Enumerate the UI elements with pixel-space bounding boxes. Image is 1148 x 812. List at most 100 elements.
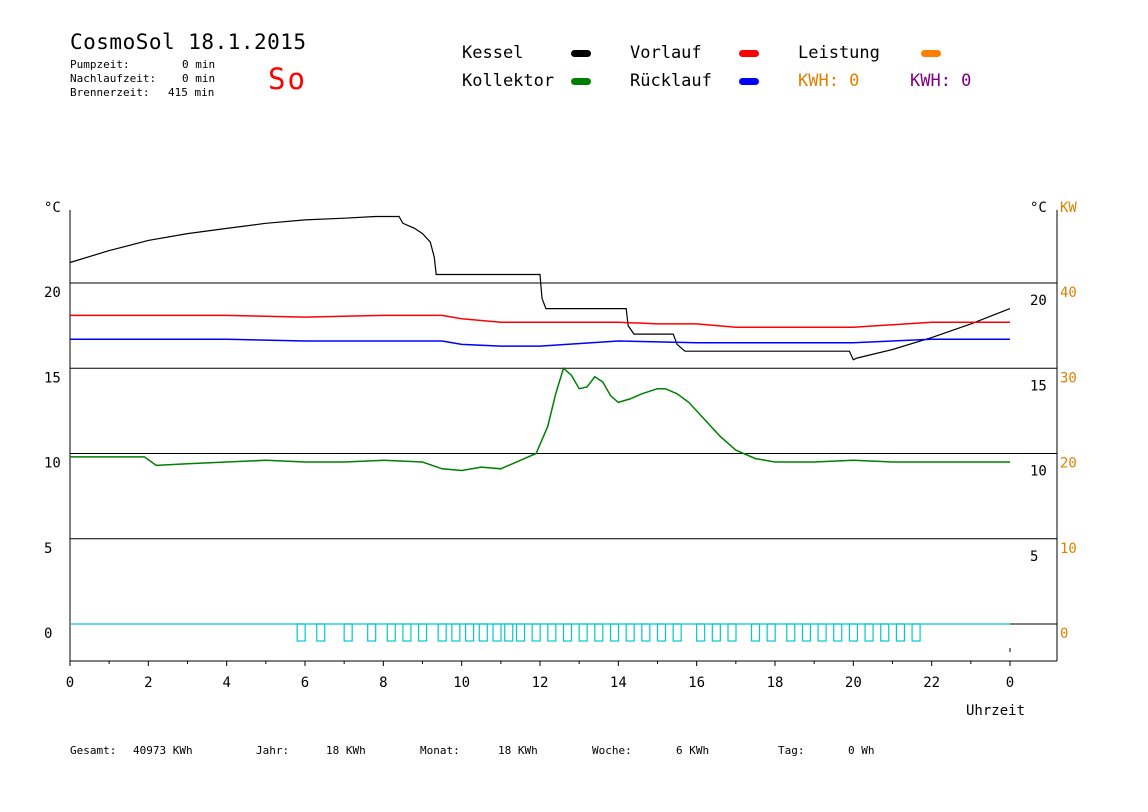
pump-pulse [801, 623, 812, 642]
x-axis-label: Uhrzeit [966, 703, 1025, 719]
pump-pulse [594, 623, 604, 642]
pump-pulse [895, 623, 906, 642]
pump-pulse [786, 623, 796, 642]
pump-pulse [727, 623, 737, 642]
x-tick-label: 20 [845, 675, 862, 691]
footer-monat-label: Monat: [420, 744, 460, 757]
pump-pulse [656, 623, 667, 642]
series-line-vorlauf [70, 314, 1010, 329]
pump-pulse [451, 623, 461, 642]
pump-pulse [492, 623, 502, 642]
kwh-total-value: KWH: 0 [910, 71, 972, 91]
pump-pulse [672, 623, 682, 642]
y-tick-label-left: 0 [44, 626, 52, 642]
pump-pulse [464, 623, 475, 642]
pump-pulse [316, 623, 326, 642]
stat-brennerzeit-value: 415 min [168, 86, 215, 99]
pump-pulse [367, 623, 377, 642]
y-tick-label-right: 10 [1030, 464, 1047, 480]
pump-pulse [848, 623, 859, 642]
series-line-kessel [69, 215, 1011, 361]
pump-pulse [504, 623, 514, 642]
stat-pumpzeit-value: 0 min [182, 58, 216, 71]
x-tick-label: 2 [144, 675, 152, 691]
footer-tag-label: Tag: [778, 744, 805, 757]
pump-pulse [911, 623, 921, 642]
y-tick-label-right: 15 [1030, 378, 1047, 394]
footer-gesamt-value: 40973 KWh [133, 744, 193, 757]
pump-pulse [766, 623, 776, 642]
footer-jahr-value: 18 KWh [326, 744, 366, 757]
x-tick-label: 4 [222, 675, 230, 691]
y-tick-label-kw: 10 [1060, 541, 1077, 557]
legend-label-leistung: Leistung [798, 43, 880, 63]
y-tick-label-left: 5 [44, 541, 52, 557]
x-tick-label: 0 [66, 675, 74, 691]
legend-swatch-vorlauf [739, 50, 759, 57]
pump-pulse [386, 623, 396, 642]
chart-ticks: 0 2 4 6 8 10 12 14 16 18 20 22 0 Uhrzeit 0 5 10 15 20 5 10 15… [44, 200, 1077, 719]
series-line-ruecklauf [70, 338, 1010, 347]
footer-gesamt-label: Gesamt: [70, 744, 117, 757]
pump-pulse [578, 623, 588, 642]
footer-tag-value: 0 Wh [848, 744, 875, 757]
legend-label-ruecklauf: Rücklauf [630, 71, 712, 91]
y-tick-label-kw: 0 [1060, 626, 1068, 642]
x-tick-label: 6 [301, 675, 309, 691]
pump-pulse [343, 623, 353, 642]
y-axis-label-left: °C [44, 200, 61, 216]
y-tick-label-left: 20 [44, 285, 61, 301]
x-tick-label: 0 [1006, 675, 1014, 691]
pump-pulse [402, 623, 412, 642]
y-tick-label-kw: 40 [1060, 285, 1077, 301]
y-tick-label-right: 20 [1030, 293, 1047, 309]
x-tick-label: 22 [923, 675, 940, 691]
x-tick-label: 12 [532, 675, 549, 691]
y-axis-label-kw: KW [1060, 200, 1077, 216]
y-tick-label-kw: 20 [1060, 456, 1077, 472]
y-tick-label-left: 10 [44, 456, 61, 472]
pump-pulse [641, 623, 651, 642]
pump-pulse [833, 623, 843, 642]
y-tick-label-kw: 30 [1060, 370, 1077, 386]
stat-nachlaufzeit-label: Nachlaufzeit: [70, 72, 157, 85]
pump-pulse [531, 623, 541, 642]
y-axis-label-right: °C [1030, 200, 1047, 216]
footer-jahr-label: Jahr: [256, 744, 290, 757]
x-tick-label: 16 [688, 675, 705, 691]
chart-grid [69, 210, 1058, 662]
pump-pulse [547, 623, 557, 642]
pump-pulse [417, 623, 428, 642]
weekday-label: So [268, 62, 307, 96]
pump-pulse [711, 623, 721, 642]
footer-woche-label: Woche: [592, 744, 632, 757]
pump-pulse [880, 623, 890, 642]
x-tick-label: 8 [379, 675, 387, 691]
pump-pulse [696, 623, 706, 642]
chart-marks [69, 215, 1011, 652]
pump-pulse [562, 623, 573, 642]
legend-swatch-kessel [571, 50, 591, 57]
pump-pulse [296, 623, 306, 642]
pump-pulse [478, 623, 488, 642]
y-tick-label-right: 5 [1030, 549, 1038, 565]
pump-pulse [750, 623, 761, 642]
kwh-leistung-value: KWH: 0 [798, 71, 860, 91]
stat-pumpzeit-label: Pumpzeit: [70, 58, 130, 71]
pump-pulse [609, 623, 620, 642]
x-tick-label: 18 [767, 675, 784, 691]
page-title: CosmoSol 18.1.2015 [70, 30, 307, 54]
stat-brennerzeit-label: Brennerzeit: [70, 86, 150, 99]
legend-swatch-ruecklauf [739, 78, 759, 85]
pump-pulse [515, 623, 526, 642]
x-tick-label: 10 [453, 675, 470, 691]
footer-monat-value: 18 KWh [498, 744, 538, 757]
series-line-kollektor [70, 366, 1010, 472]
legend-label-kollektor: Kollektor [462, 71, 555, 91]
pump-pulse [817, 623, 827, 642]
footer-woche-value: 6 KWh [676, 744, 710, 757]
legend-label-kessel: Kessel [462, 43, 524, 63]
y-tick-label-left: 15 [44, 370, 61, 386]
legend-swatch-leistung [921, 50, 941, 57]
